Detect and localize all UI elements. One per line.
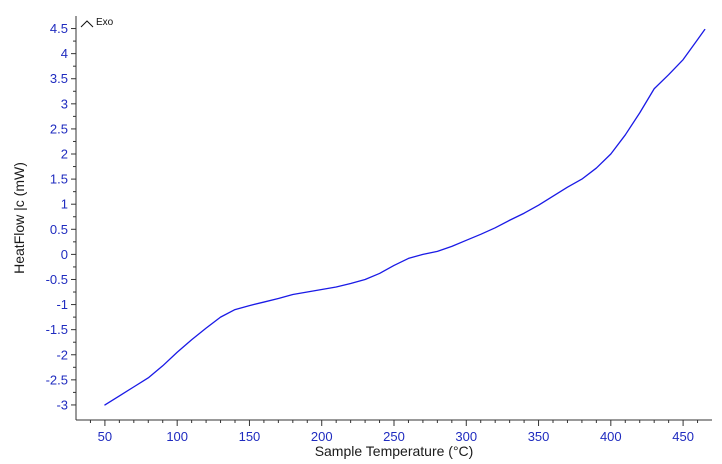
y-tick-label: -0.5 [46,272,68,287]
y-axis-label: HeatFlow |c (mW) [11,162,27,274]
x-tick-label: 250 [383,429,405,444]
y-tick-label: 3.5 [50,71,68,86]
exo-label: Exo [96,17,114,28]
x-tick-label: 450 [672,429,694,444]
x-axis-label: Sample Temperature (°C) [315,443,474,459]
y-tick-label: 1.5 [50,172,68,187]
x-tick-label: 150 [239,429,261,444]
x-tick-label: 300 [455,429,477,444]
y-tick-label: 0.5 [50,222,68,237]
y-tick-label: 1 [61,197,68,212]
x-tick-label: 200 [311,429,333,444]
y-axis-ticks: 4.5 4 3.5 3 2.5 2 1.5 1 0.5 0 -0.5 -1 -1.5 -2 -2.5 -3 [46,21,76,412]
y-tick-label: 4.5 [50,21,68,36]
x-tick-label: 100 [166,429,188,444]
plot-area: Exo 4.5 4 3.5 3 2.5 2 1.5 1 0.5 0 -0.5 -1 -1.5 -2 -2.5… [46,16,712,444]
y-tick-label: 0 [61,247,68,262]
y-tick-label: 3 [61,96,68,111]
y-tick-label: 4 [61,46,68,61]
y-tick-label: 2.5 [50,121,68,136]
exo-arrow-icon [80,20,94,28]
x-axis-ticks: 50 100 150 200 250 300 350 400 450 [89,420,699,444]
x-tick-label: 50 [98,429,112,444]
x-tick-label: 400 [600,429,622,444]
y-tick-label: -1 [56,297,68,312]
x-tick-label: 350 [528,429,550,444]
y-tick-label: -1.5 [46,322,68,337]
y-tick-label: -3 [56,397,68,412]
y-tick-label: -2.5 [46,372,68,387]
y-tick-label: 2 [61,147,68,162]
series-line [104,28,706,406]
y-tick-label: -2 [56,347,68,362]
exo-annotation: Exo [80,17,114,28]
